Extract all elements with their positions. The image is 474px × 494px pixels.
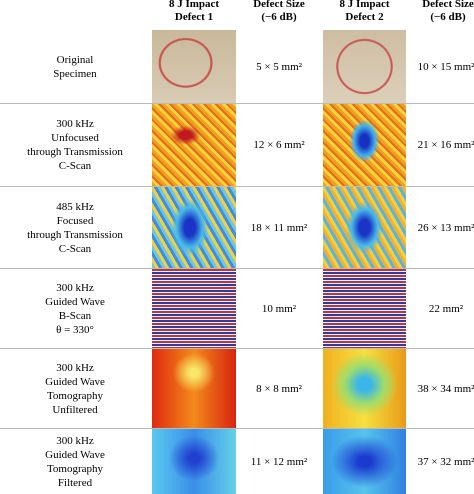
row-label: 485 kHz Focused through Transmission C-Scan	[0, 187, 150, 268]
label-line: Specimen	[53, 67, 97, 80]
scan-image	[152, 187, 236, 268]
header-line: Defect Size	[422, 0, 474, 10]
label-line: θ = 330°	[56, 323, 94, 336]
header-line: Defect 2	[345, 11, 384, 23]
scan-image	[323, 104, 406, 186]
row-rule	[0, 268, 474, 269]
label-line: through Transmission	[27, 228, 123, 241]
header-line: 8 J Impact	[168, 0, 220, 10]
defect-size: 22 mm²	[428, 302, 464, 315]
label-line: Tomography	[46, 389, 104, 402]
header-line: Defect 1	[174, 11, 214, 23]
row-rule	[0, 103, 474, 104]
header-line: Defect Size	[253, 0, 305, 10]
defect-size: 18 × 11 mm²	[250, 221, 308, 234]
row-rule	[0, 186, 474, 187]
scan-image	[323, 349, 406, 428]
label-line: Guided Wave	[45, 295, 105, 308]
label-line: Unfiltered	[52, 403, 98, 416]
label-line: C-Scan	[58, 160, 92, 172]
scan-image	[152, 269, 236, 348]
scan-image	[323, 30, 406, 103]
label-line: 300 kHz	[56, 361, 94, 374]
row-label: 300 kHz Unfocused through Transmission C-Sc…	[0, 104, 150, 186]
label-line: 300 kHz	[56, 118, 94, 130]
label-line: 485 kHz	[56, 200, 94, 213]
label-line: Guided Wave	[45, 448, 105, 461]
label-line: Guided Wave	[45, 375, 105, 388]
row-label: 300 kHz Guided Wave Tomography Unfiltered	[0, 349, 150, 428]
scan-image	[323, 187, 406, 268]
defect-size: 8 × 8 mm²	[256, 382, 302, 395]
label-line: 300 kHz	[56, 281, 94, 294]
label-line: Filtered	[57, 476, 93, 489]
label-line: through Transmission	[27, 146, 123, 158]
row-label: 300 kHz Guided Wave Tomography Filtered	[0, 429, 150, 494]
header-cell: 8 J Impact Defect 2	[323, 0, 406, 28]
label-line: Tomography	[46, 462, 104, 475]
header-line: 8 J Impact	[339, 0, 390, 10]
defect-size: 11 × 12 mm²	[250, 455, 308, 468]
label-line: C-Scan	[58, 242, 92, 255]
scan-image	[152, 349, 236, 428]
row-rule	[0, 428, 474, 429]
defect-size: 38 × 34 mm²	[417, 382, 474, 395]
row-label: Original Specimen	[0, 30, 150, 103]
defect-size: 10 mm²	[261, 302, 297, 315]
scan-image	[323, 269, 406, 348]
defect-size: 10 × 15 mm²	[417, 60, 474, 73]
defect-size: 37 × 32 mm²	[417, 455, 474, 468]
defect-size: 21 × 16 mm²	[417, 139, 474, 151]
scan-image	[152, 30, 236, 103]
label-line: B-Scan	[58, 309, 92, 322]
label-line: Original	[56, 53, 94, 66]
defect-size: 5 × 5 mm²	[256, 60, 302, 73]
header-line: (−6 dB)	[261, 11, 297, 23]
label-line: Focused	[56, 214, 94, 227]
defect-size: 26 × 13 mm²	[417, 221, 474, 234]
header-cell: Defect Size (−6 dB)	[406, 0, 474, 28]
header-cell: 8 J Impact Defect 1	[152, 0, 236, 28]
scan-image	[323, 429, 406, 494]
row-rule	[0, 348, 474, 349]
header-line: (−6 dB)	[430, 11, 466, 23]
label-line: Unfocused	[51, 132, 99, 144]
row-label: 300 kHz Guided Wave B-Scan θ = 330°	[0, 269, 150, 348]
header-cell: Defect Size (−6 dB)	[236, 0, 322, 28]
defect-size: 12 × 6 mm²	[253, 139, 305, 151]
label-line: 300 kHz	[56, 434, 94, 447]
scan-image	[152, 429, 236, 494]
scan-image	[152, 104, 236, 186]
